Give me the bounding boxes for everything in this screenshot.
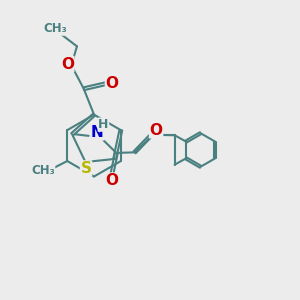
Text: CH₃: CH₃: [31, 164, 55, 177]
Text: S: S: [80, 161, 92, 176]
Text: O: O: [106, 76, 118, 91]
Text: O: O: [150, 123, 163, 138]
Text: CH₃: CH₃: [44, 22, 68, 35]
Text: O: O: [105, 173, 118, 188]
Text: O: O: [61, 56, 74, 71]
Text: H: H: [98, 118, 109, 131]
Text: N: N: [91, 125, 104, 140]
